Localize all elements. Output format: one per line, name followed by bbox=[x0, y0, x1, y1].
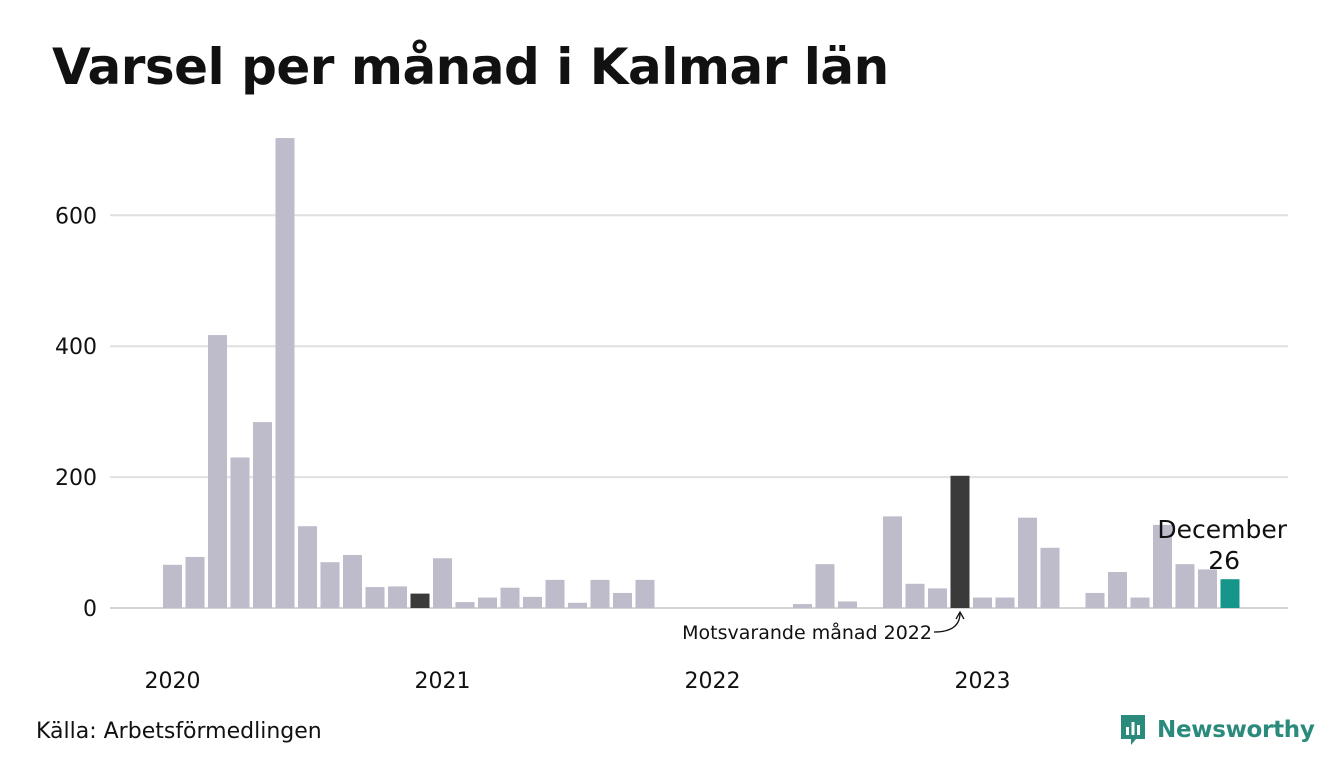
bar-2020-10 bbox=[365, 587, 385, 608]
bar-2020-01 bbox=[163, 564, 182, 608]
bar-2021-05 bbox=[523, 596, 542, 608]
bar-2022-11 bbox=[928, 588, 947, 608]
bar-2022-07 bbox=[838, 601, 857, 608]
bar-2020-08 bbox=[320, 562, 340, 608]
y-tick-label: 600 bbox=[55, 204, 97, 229]
bars bbox=[163, 138, 1240, 608]
bar-2021-01 bbox=[433, 558, 452, 608]
bar-2021-02 bbox=[455, 602, 475, 608]
bar-2022-09 bbox=[883, 516, 902, 608]
bar-2020-05 bbox=[253, 422, 272, 608]
bar-2022-05 bbox=[793, 604, 812, 608]
annotation-arrowhead bbox=[955, 610, 965, 620]
bar-2021-09 bbox=[613, 592, 632, 608]
brand-name: Newsworthy bbox=[1157, 717, 1315, 743]
y-tick-label: 0 bbox=[83, 597, 97, 622]
brand-logo: Newsworthy bbox=[1118, 712, 1315, 748]
bar-2023-06 bbox=[1085, 592, 1105, 608]
bar-2020-09 bbox=[343, 554, 362, 608]
bar-2023-03 bbox=[1018, 517, 1037, 608]
bar-2023-11 bbox=[1198, 569, 1217, 608]
y-axis-ticks: 0 200 400 600 bbox=[55, 204, 97, 622]
highlight-value-label: 26 bbox=[1208, 546, 1240, 575]
chart-title: Varsel per månad i Kalmar län bbox=[52, 38, 889, 96]
x-tick-label: 2021 bbox=[415, 669, 471, 694]
x-tick-label: 2023 bbox=[955, 669, 1011, 694]
bar-2023-02 bbox=[995, 597, 1015, 608]
bar-2023-12 bbox=[1220, 579, 1240, 608]
bar-2022-10 bbox=[905, 583, 925, 608]
bar-2023-10 bbox=[1175, 564, 1195, 608]
bar-2023-08 bbox=[1130, 597, 1150, 608]
bar-2023-09 bbox=[1153, 524, 1172, 608]
bar-2021-07 bbox=[568, 602, 587, 608]
x-axis-ticks: 2020 2021 2022 2023 bbox=[145, 669, 1011, 694]
bar-2020-12 bbox=[410, 593, 430, 608]
bar-2021-03 bbox=[478, 597, 497, 608]
bar-2023-04 bbox=[1040, 547, 1060, 608]
annotation-arrow bbox=[933, 612, 961, 633]
bar-2021-10 bbox=[635, 579, 655, 608]
bar-2022-06 bbox=[815, 564, 835, 608]
bar-2023-07 bbox=[1108, 572, 1127, 608]
bar-2021-04 bbox=[500, 587, 520, 608]
bar-2021-08 bbox=[590, 579, 610, 608]
source-label: Källa: Arbetsförmedlingen bbox=[36, 719, 322, 744]
bar-2021-06 bbox=[545, 579, 565, 608]
bar-2020-11 bbox=[388, 586, 407, 608]
x-tick-label: 2022 bbox=[685, 669, 741, 694]
y-tick-label: 400 bbox=[55, 335, 97, 360]
x-tick-label: 2020 bbox=[145, 669, 201, 694]
highlight-month-label: December bbox=[1157, 515, 1287, 544]
y-tick-label: 200 bbox=[55, 466, 97, 491]
bar-2020-02 bbox=[185, 556, 205, 608]
bar-2020-03 bbox=[208, 335, 227, 608]
bar-2020-04 bbox=[230, 457, 250, 608]
bar-2020-06 bbox=[275, 138, 295, 608]
bar-2020-07 bbox=[298, 526, 317, 608]
reference-annotation-label: Motsvarande månad 2022 bbox=[682, 621, 932, 644]
bar-2022-12 bbox=[950, 475, 970, 608]
bar-2023-01 bbox=[973, 597, 992, 608]
newsworthy-logo-icon bbox=[1121, 715, 1145, 745]
